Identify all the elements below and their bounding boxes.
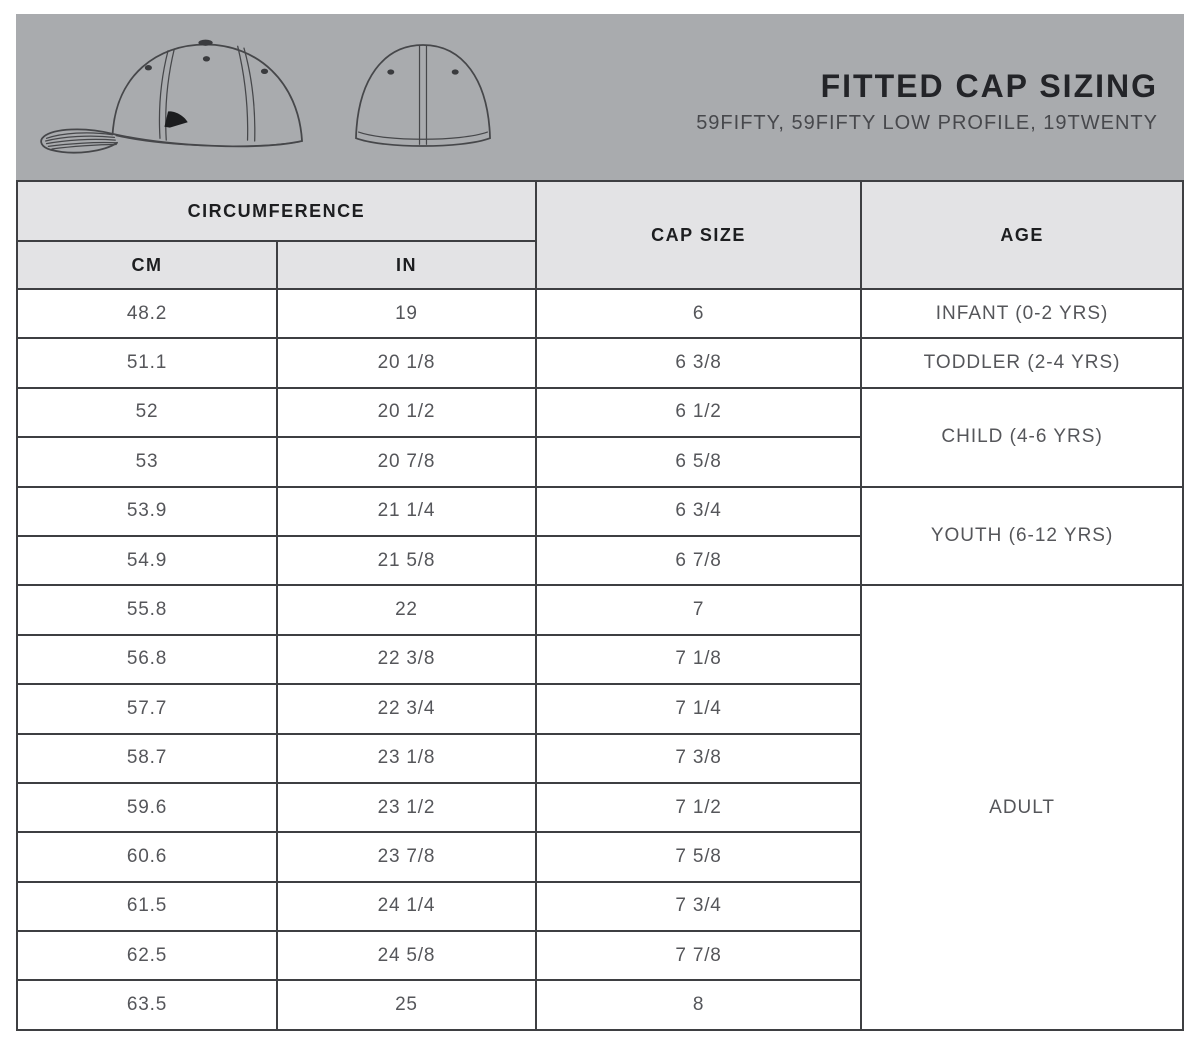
table-row: 53.9 21 1/4 6 3/4 YOUTH (6-12 YRS): [15, 485, 1184, 587]
size-chart-page: FITTED CAP SIZING 59FIFTY, 59FIFTY LOW P…: [15, 14, 1184, 1031]
cap-size-cell: 7 3/4: [534, 880, 863, 933]
cap-size-cell: 7 1/8: [534, 633, 863, 686]
cap-size-cell: 6 7/8: [534, 534, 863, 587]
cap-size-cell: 6 3/4: [534, 485, 863, 537]
size-table-body: 48.2 19 6 INFANT (0-2 YRS) 51.1 20 1/8 6 3/8 TO…: [15, 287, 1184, 1031]
cap-side-view-illustration: [40, 39, 303, 154]
header-row-units: CM IN: [15, 240, 1183, 290]
table-row: 54.9 21 5/8 6 7/8: [15, 534, 1183, 587]
cm-cell: 56.8: [15, 633, 279, 686]
page-subtitle: 59FIFTY, 59FIFTY LOW PROFILE, 19TWENTY: [696, 111, 1158, 134]
in-cell: 24 5/8: [276, 930, 537, 982]
banner-titles: FITTED CAP SIZING 59FIFTY, 59FIFTY LOW P…: [696, 68, 1158, 135]
cm-cell: 62.5: [15, 930, 279, 982]
cap-size-cell: 7 7/8: [534, 930, 863, 982]
in-cell: 21 1/4: [276, 485, 537, 537]
cm-cell: 61.5: [15, 880, 279, 933]
in-cell: 19: [276, 287, 537, 340]
sizing-table-header: CIRCUMFERENCE CAP SIZE AGE CM IN: [15, 180, 1184, 290]
table-row: 55.8 22 7 ADULT: [15, 584, 1184, 1031]
sizing-table: CIRCUMFERENCE CAP SIZE AGE CM IN 48.2 19 6…: [15, 180, 1184, 1031]
in-cell: 20 1/8: [276, 337, 537, 389]
column-header-circumference: CIRCUMFERENCE: [16, 180, 537, 242]
page-title: FITTED CAP SIZING: [820, 67, 1158, 104]
cap-size-cell: 7 1/4: [534, 683, 863, 735]
banner: FITTED CAP SIZING 59FIFTY, 59FIFTY LOW P…: [16, 14, 1184, 180]
in-cell: 23 7/8: [276, 831, 537, 883]
cap-size-cell: 8: [534, 979, 863, 1031]
cap-size-cell: 7: [534, 584, 863, 636]
table-row: 62.5 24 5/8 7 7/8: [15, 930, 1183, 982]
in-cell: 24 1/4: [276, 880, 537, 933]
in-cell: 22 3/4: [276, 683, 537, 735]
table-row: 48.2 19 6 INFANT (0-2 YRS): [15, 287, 1184, 340]
column-header-cm: CM: [15, 240, 279, 290]
cm-cell: 48.2: [15, 287, 279, 340]
in-cell: 25: [276, 979, 537, 1031]
table-row: 52 20 1/2 6 1/2 CHILD (4-6 YRS): [15, 386, 1184, 488]
table-row: 60.6 23 7/8 7 5/8: [15, 831, 1183, 883]
cm-cell: 51.1: [15, 337, 279, 389]
column-header-age: AGE: [860, 180, 1184, 290]
age-cell: TODDLER (2-4 YRS): [860, 337, 1184, 389]
table-row: 63.5 25 8: [15, 979, 1183, 1031]
table-row: 57.7 22 3/4 7 1/4: [15, 683, 1183, 735]
column-header-cap-size: CAP SIZE: [534, 180, 863, 290]
in-cell: 20 1/2: [276, 386, 537, 439]
in-cell: 20 7/8: [276, 436, 537, 488]
in-cell: 23 1/2: [276, 781, 537, 834]
cm-cell: 59.6: [15, 781, 279, 834]
table-row: 59.6 23 1/2 7 1/2: [15, 781, 1183, 834]
cap-size-cell: 6 1/2: [534, 386, 863, 439]
cm-cell: 52: [15, 386, 279, 439]
header-row-group: CIRCUMFERENCE CAP SIZE AGE: [16, 180, 1184, 290]
cm-cell: 54.9: [15, 534, 279, 587]
in-cell: 23 1/8: [276, 732, 537, 784]
table-row: 56.8 22 3/8 7 1/8: [15, 633, 1183, 686]
cap-size-cell: 7 3/8: [534, 732, 863, 784]
cap-size-cell: 6 3/8: [534, 337, 863, 389]
cm-cell: 53: [15, 436, 279, 488]
age-cell: CHILD (4-6 YRS): [860, 386, 1184, 488]
in-cell: 22: [276, 584, 537, 636]
cap-size-cell: 7 5/8: [534, 831, 863, 883]
cm-cell: 53.9: [15, 485, 279, 537]
in-cell: 22 3/8: [276, 633, 537, 686]
cm-cell: 60.6: [15, 831, 279, 883]
cm-cell: 57.7: [15, 683, 279, 735]
cap-illustrations: [30, 32, 497, 166]
age-cell: ADULT: [860, 584, 1184, 1031]
age-cell: INFANT (0-2 YRS): [860, 287, 1184, 340]
in-cell: 21 5/8: [276, 534, 537, 587]
table-row: 58.7 23 1/8 7 3/8: [15, 732, 1183, 784]
age-cell: YOUTH (6-12 YRS): [860, 485, 1184, 587]
table-row: 51.1 20 1/8 6 3/8 TODDLER (2-4 YRS): [15, 337, 1184, 389]
cm-cell: 55.8: [15, 584, 279, 636]
table-row: 61.5 24 1/4 7 3/4: [15, 880, 1183, 933]
column-header-in: IN: [276, 240, 537, 290]
cap-size-cell: 6: [534, 287, 863, 340]
table-row: 53 20 7/8 6 5/8: [15, 436, 1183, 488]
cap-size-cell: 7 1/2: [534, 781, 863, 834]
cm-cell: 58.7: [15, 732, 279, 784]
cap-size-cell: 6 5/8: [534, 436, 863, 488]
cap-back-view-illustration: [355, 44, 491, 147]
cm-cell: 63.5: [15, 979, 279, 1031]
